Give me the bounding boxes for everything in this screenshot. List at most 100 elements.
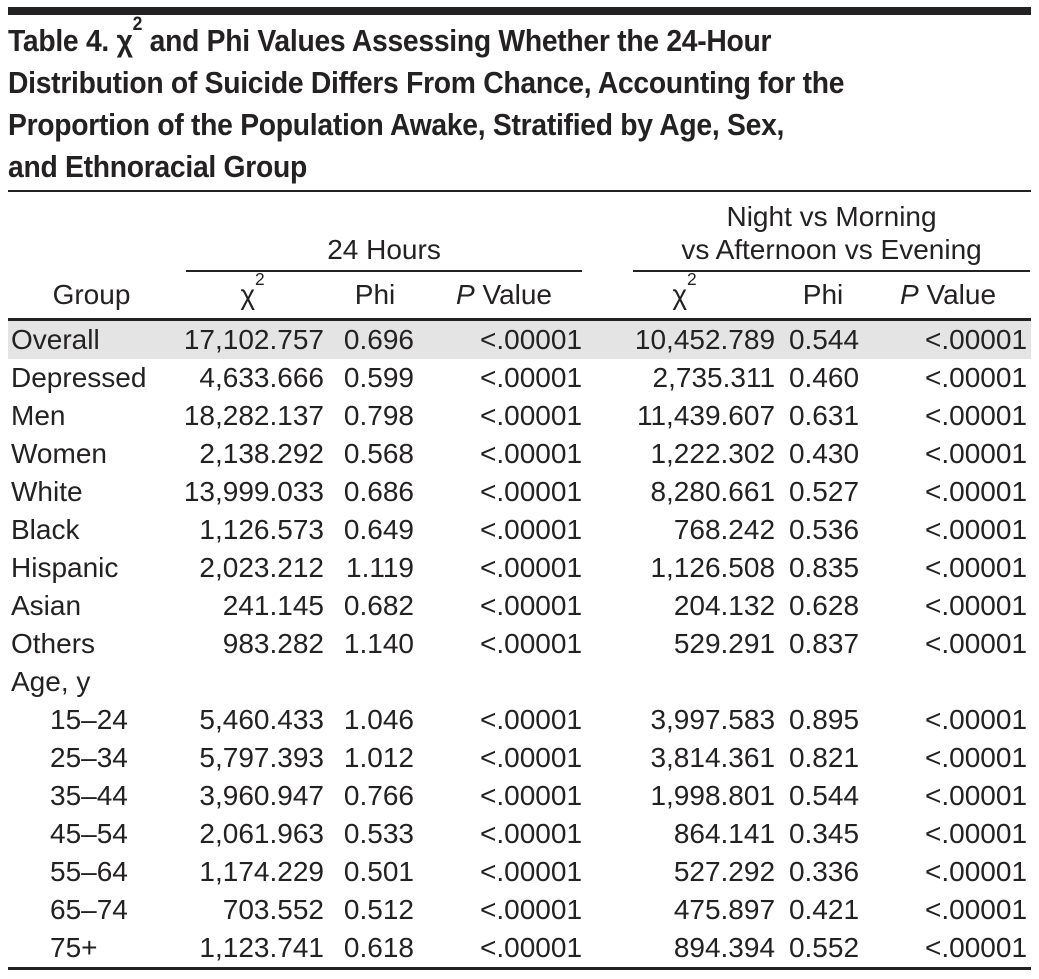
row-value-chi2_nmae: 10,452.789 xyxy=(634,324,776,355)
row-value-p_24h: <.00001 xyxy=(480,438,583,469)
results-table: 24 Hours Night vs Morning vs Afternoon v… xyxy=(8,192,1032,970)
row-group-label: Hispanic xyxy=(11,552,119,583)
table-row: Others 983.282 1.140 <.00001 529.291 0.837 <.0… xyxy=(8,625,1031,663)
row-group-label: Black xyxy=(11,514,80,545)
row-value-chi2_nmae: 3,814.361 xyxy=(650,742,776,773)
table-row: 65–74 703.552 0.512 <.00001 475.897 0.421 <.00… xyxy=(8,891,1031,929)
row-value-phi_nmae: 0.345 xyxy=(788,818,860,849)
row-value-p_nmae: <.00001 xyxy=(925,856,1028,887)
spanner-24-hours: 24 Hours xyxy=(175,192,588,272)
row-group-label: Overall xyxy=(11,324,100,355)
row-value-p_nmae: <.00001 xyxy=(925,438,1028,469)
row-value-chi2_24h: 2,138.292 xyxy=(199,438,324,469)
row-group-label: 75+ xyxy=(50,932,98,963)
table-row: Overall 17,102.757 0.696 <.00001 10,452.789 0… xyxy=(8,319,1032,359)
row-group-label: Asian xyxy=(11,590,82,621)
row-value-p_nmae: <.00001 xyxy=(925,628,1028,659)
row-value-chi2_nmae: 768.242 xyxy=(673,514,776,545)
row-value-phi_24h: 0.649 xyxy=(343,514,414,545)
row-value-phi_nmae: 0.421 xyxy=(788,894,860,925)
title-line-3: Proportion of the Population Awake, Stra… xyxy=(8,107,785,142)
row-value-chi2_24h: 2,023.212 xyxy=(199,552,324,583)
row-value-p_24h: <.00001 xyxy=(480,324,583,355)
row-value-chi2_24h: 17,102.757 xyxy=(183,324,324,355)
table-row: White 13,999.033 0.686 <.00001 8,280.661 0.52… xyxy=(8,473,1031,511)
row-value-p_24h: <.00001 xyxy=(480,780,583,811)
row-group-label: 35–44 xyxy=(50,780,128,811)
row-group-label: Depressed xyxy=(11,362,147,393)
spanner-empty-cell xyxy=(8,192,175,272)
row-value-phi_24h: 0.766 xyxy=(343,780,414,811)
spanner-night-line-2: vs Afternoon vs Evening xyxy=(681,234,982,265)
row-value-chi2_24h: 1,123.741 xyxy=(199,932,324,963)
row-group-label: Men xyxy=(11,400,66,431)
row-value-p_nmae xyxy=(865,663,1031,701)
row-value-phi_nmae: 0.821 xyxy=(788,742,860,773)
row-value-p_nmae: <.00001 xyxy=(925,742,1028,773)
row-value-phi_nmae: 0.460 xyxy=(788,362,860,393)
row-value-chi2_nmae: 11,439.607 xyxy=(636,400,776,431)
title-line-2: Distribution of Suicide Differs From Cha… xyxy=(8,65,845,100)
row-value-chi2_nmae: 1,222.302 xyxy=(650,438,776,469)
row-value-chi2_nmae: 529.291 xyxy=(673,628,776,659)
row-value-p_nmae: <.00001 xyxy=(925,780,1028,811)
row-value-chi2_nmae: 864.141 xyxy=(673,818,776,849)
row-value-p_24h: <.00001 xyxy=(480,704,583,735)
title-line-4: and Ethnoracial Group xyxy=(8,149,307,184)
row-value-p_24h: <.00001 xyxy=(480,742,583,773)
table-row: Men 18,282.137 0.798 <.00001 11,439.607 0.631… xyxy=(8,397,1031,435)
row-group-label: White xyxy=(11,476,83,507)
row-value-chi2_24h: 983.282 xyxy=(222,628,324,659)
row-value-p_24h: <.00001 xyxy=(480,400,583,431)
row-value-chi2_nmae: 475.897 xyxy=(673,894,776,925)
row-value-phi_nmae: 0.895 xyxy=(788,704,860,735)
table-row: 15–24 5,460.433 1.046 <.00001 3,997.583 0.895… xyxy=(8,701,1031,739)
row-value-p_nmae: <.00001 xyxy=(925,818,1028,849)
row-value-phi_24h: 0.512 xyxy=(343,894,414,925)
row-value-chi2_24h: 5,460.433 xyxy=(199,704,324,735)
table-row: 35–44 3,960.947 0.766 <.00001 1,998.801 0.544… xyxy=(8,777,1031,815)
page: { "title": { "line1_pre": "Table 4. χ", … xyxy=(0,7,1039,979)
row-value-phi_nmae: 0.536 xyxy=(788,514,860,545)
table-row: Asian 241.145 0.682 <.00001 204.132 0.628 <.00… xyxy=(8,587,1031,625)
row-group-label: 15–24 xyxy=(50,704,128,735)
spanner-night-morning: Night vs Morning vs Afternoon vs Evening xyxy=(588,192,1031,272)
table-row: 55–64 1,174.229 0.501 <.00001 527.292 0.336 <.… xyxy=(8,853,1031,891)
row-value-chi2_24h: 703.552 xyxy=(222,894,324,925)
table-row: Women 2,138.292 0.568 <.00001 1,222.302 0.430… xyxy=(8,435,1031,473)
row-group-label: 55–64 xyxy=(50,856,128,887)
column-header-phi-nmae: Phi xyxy=(781,272,866,321)
row-value-p_nmae: <.00001 xyxy=(925,590,1028,621)
table-title: Table 4. χ2 and Phi Values Assessing Whe… xyxy=(8,15,1029,188)
row-value-phi_nmae: 0.544 xyxy=(788,780,860,811)
row-value-p_nmae: <.00001 xyxy=(925,514,1028,545)
row-group-label: Age, y xyxy=(11,666,91,697)
row-value-p_nmae: <.00001 xyxy=(925,324,1028,355)
row-group-label: 25–34 xyxy=(50,742,128,773)
row-value-chi2_nmae: 894.394 xyxy=(673,932,776,963)
table-row: 25–34 5,797.393 1.012 <.00001 3,814.361 0.821… xyxy=(8,739,1031,777)
row-value-chi2_24h: 1,174.229 xyxy=(199,856,324,887)
row-value-phi_24h: 0.682 xyxy=(343,590,414,621)
column-header-p-value-24h: P Value xyxy=(420,272,589,321)
row-value-phi_nmae: 0.835 xyxy=(788,552,860,583)
row-value-chi2_24h: 5,797.393 xyxy=(199,742,324,773)
row-value-chi2_24h: 18,282.137 xyxy=(183,400,324,431)
row-value-p_24h: <.00001 xyxy=(480,818,583,849)
row-value-p_24h: <.00001 xyxy=(480,362,583,393)
row-value-chi2_nmae: 3,997.583 xyxy=(650,704,776,735)
column-header-group: Group xyxy=(8,272,175,321)
row-value-p_24h: <.00001 xyxy=(480,476,583,507)
column-header-p-value-nmae: P Value xyxy=(865,272,1032,321)
row-value-phi_24h: 0.599 xyxy=(343,362,414,393)
top-rule xyxy=(8,7,1031,15)
table-body: Overall 17,102.757 0.696 <.00001 10,452.789 0… xyxy=(8,319,1032,969)
row-value-p_nmae: <.00001 xyxy=(925,552,1028,583)
row-value-phi_nmae: 0.544 xyxy=(788,324,860,355)
row-value-chi2_24h: 13,999.033 xyxy=(183,476,324,507)
column-header-phi-24h: Phi xyxy=(330,272,420,321)
row-value-phi_24h: 0.568 xyxy=(343,438,414,469)
row-value-phi_24h xyxy=(330,663,420,701)
table-row: Hispanic 2,023.212 1.119 <.00001 1,126.508 0.… xyxy=(8,549,1031,587)
row-value-chi2_24h: 3,960.947 xyxy=(199,780,324,811)
